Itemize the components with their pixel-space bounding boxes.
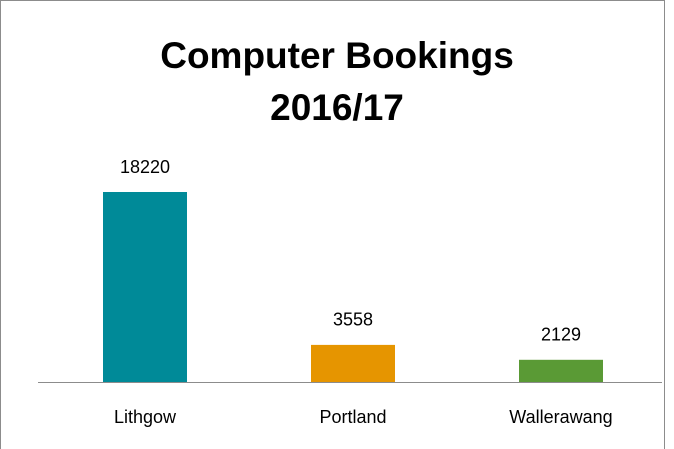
x-tick-label: Lithgow: [114, 407, 177, 427]
bar: [519, 359, 603, 382]
data-label: 3558: [333, 310, 373, 330]
data-label: 18220: [120, 157, 170, 177]
chart-title: Computer Bookings 2016/17: [160, 35, 514, 128]
x-tick-label: Wallerawang: [509, 407, 612, 427]
data-label: 2129: [541, 325, 581, 345]
x-tick-label: Portland: [319, 407, 386, 427]
bar: [311, 344, 395, 382]
bar: [103, 192, 187, 382]
